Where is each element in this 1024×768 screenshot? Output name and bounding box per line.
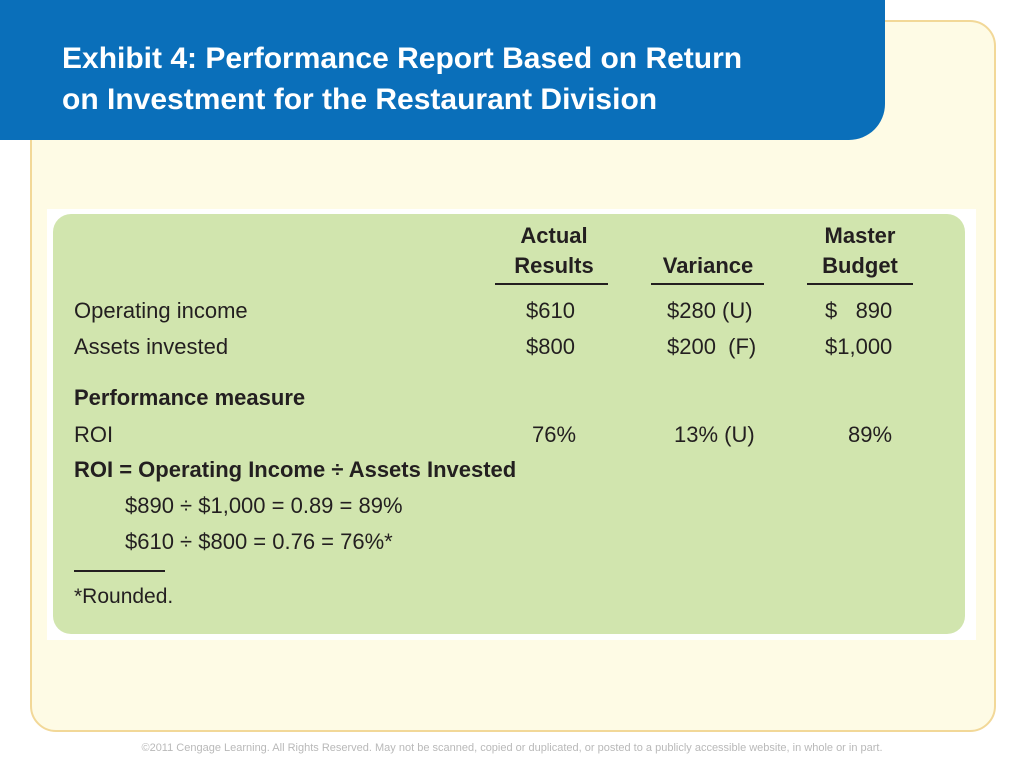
col-header-actual-line-2: Results: [514, 253, 594, 278]
cell-operating-income-variance: $280 (U): [667, 298, 753, 323]
col-header-master-line-2: Budget: [822, 253, 898, 278]
col-header-actual: Actual Results: [496, 221, 612, 281]
col-header-actual-line-1: Actual: [520, 223, 588, 248]
section-heading-performance-measure: Performance measure: [74, 385, 306, 410]
cell-operating-income-actual: $610: [526, 298, 575, 323]
cell-roi-actual: 76%: [532, 422, 577, 447]
calc-line-actual-results: $610 ÷ $800 = 0.76 = 76%*: [125, 529, 393, 554]
header-underline-master: [807, 283, 913, 285]
slide-title-line-1: Exhibit 4: Performance Report Based on R…: [62, 42, 743, 75]
cell-assets-invested-variance: $200 (F): [667, 334, 757, 359]
calc-line-master-budget: $890 ÷ $1,000 = 0.89 = 89%: [125, 493, 403, 518]
cell-roi-master: 89%: [848, 422, 893, 447]
row-label-assets-invested: Assets invested: [74, 334, 229, 359]
header-underline-actual: [495, 283, 608, 285]
cell-roi-variance: 13% (U): [674, 422, 755, 447]
col-header-variance: Variance: [662, 253, 754, 278]
col-header-master-line-1: Master: [824, 223, 896, 248]
footnote-rounded: *Rounded.: [74, 585, 174, 608]
row-label-roi: ROI: [74, 422, 114, 447]
footnote-rule: [74, 570, 165, 572]
slide-title-line-2: on Investment for the Restaurant Divisio…: [62, 83, 658, 116]
copyright-footer: ©2011 Cengage Learning. All Rights Reser…: [141, 742, 883, 754]
cell-operating-income-master: $ 890: [825, 298, 893, 323]
cell-assets-invested-actual: $800: [526, 334, 575, 359]
header-underline-variance: [651, 283, 764, 285]
col-header-master: Master Budget: [805, 221, 915, 281]
title-banner: Exhibit 4: Performance Report Based on R…: [0, 0, 885, 140]
formula-heading: ROI = Operating Income ÷ Assets Invested: [74, 457, 517, 482]
cell-assets-invested-master: $1,000: [825, 334, 893, 359]
row-label-operating-income: Operating income: [74, 298, 248, 323]
